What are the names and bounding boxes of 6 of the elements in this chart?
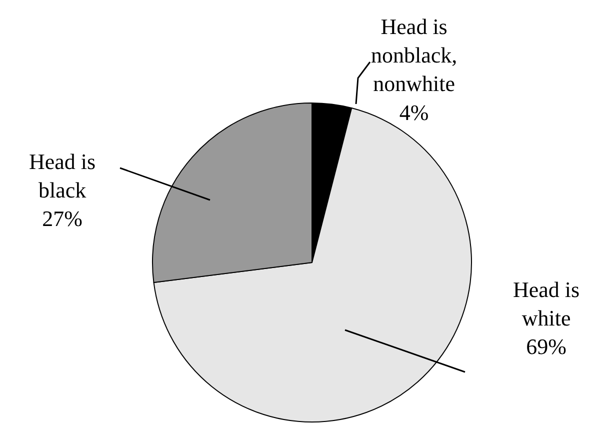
slice-label: Head is white [513,277,580,331]
data-label: 4% [399,100,429,125]
slice-label: Head is nonblack, nonwhite [371,14,458,96]
data-label: 69% [526,334,566,360]
slice-label: Head is black [29,149,96,203]
data-label: 27% [42,206,82,232]
